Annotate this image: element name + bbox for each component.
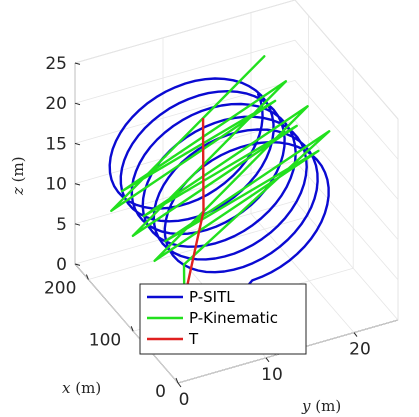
- axis-labels: x (m) y (m) z (m): [9, 156, 341, 415]
- z-tick-mark-2: [74, 183, 81, 186]
- y-tick-mark-1: [265, 357, 270, 363]
- z-axis-label-var: z: [9, 187, 27, 196]
- x-tick-label-0: 0: [155, 382, 166, 402]
- z-tick-mark-1: [74, 223, 81, 226]
- x-tick-mark-2: [85, 274, 89, 280]
- tick-labels: 0 5 10 15 20 25 0 100 200 0 10 20: [44, 54, 371, 410]
- y-tick-label-2: 20: [349, 340, 371, 360]
- series-line-2: [185, 117, 205, 292]
- x-tick-mark-0: [175, 377, 179, 384]
- legend-label-0: P-SITL: [189, 288, 235, 306]
- y-axis-label-var: y: [301, 397, 311, 415]
- legend: P-SITL P-Kinematic T: [139, 283, 307, 355]
- series-line-1: [110, 55, 331, 336]
- z-tick-mark-5: [74, 62, 81, 65]
- grid-line-z-2: [74, 120, 399, 240]
- z-tick-mark-4: [74, 102, 81, 106]
- grid-line-z-0: [74, 200, 399, 321]
- grid-floor-x-2: [88, 216, 309, 280]
- z-tick-label-4: 20: [45, 94, 67, 114]
- x-axis-label: x (m): [62, 379, 101, 397]
- y-tick-label-1: 10: [261, 365, 283, 385]
- z-axis-label: z (m): [9, 156, 27, 196]
- grid-line-z-5: [74, 0, 399, 120]
- z-tick-label-0: 0: [56, 255, 67, 275]
- y-tick-mark-2: [353, 332, 358, 337]
- z-tick-mark-0: [74, 263, 81, 266]
- y-tick-mark-0: [177, 382, 182, 388]
- x-tick-mark-1: [130, 326, 134, 332]
- z-tick-label-2: 10: [45, 175, 67, 195]
- y-axis-label-unit: (m): [310, 397, 341, 415]
- x-tick-label-1: 100: [89, 330, 121, 350]
- x-axis-label-var: x: [62, 379, 71, 397]
- z-tick-label-1: 5: [56, 215, 67, 235]
- x-axis-label-unit: (m): [70, 379, 101, 397]
- legend-label-1: P-Kinematic: [189, 309, 278, 327]
- legend-label-2: T: [188, 330, 199, 348]
- z-axis-label-unit: (m): [9, 156, 27, 187]
- y-axis-label: y (m): [301, 397, 341, 415]
- grid-line-z-4: [74, 39, 399, 160]
- x-tick-label-2: 200: [44, 279, 76, 299]
- z-tick-label-5: 25: [45, 54, 67, 74]
- z-tick-mark-3: [74, 142, 81, 146]
- grid-line-z-3: [74, 79, 399, 200]
- y-tick-label-0: 0: [179, 390, 190, 410]
- z-tick-label-3: 15: [45, 134, 67, 154]
- grid-floor-y-0: [74, 263, 179, 384]
